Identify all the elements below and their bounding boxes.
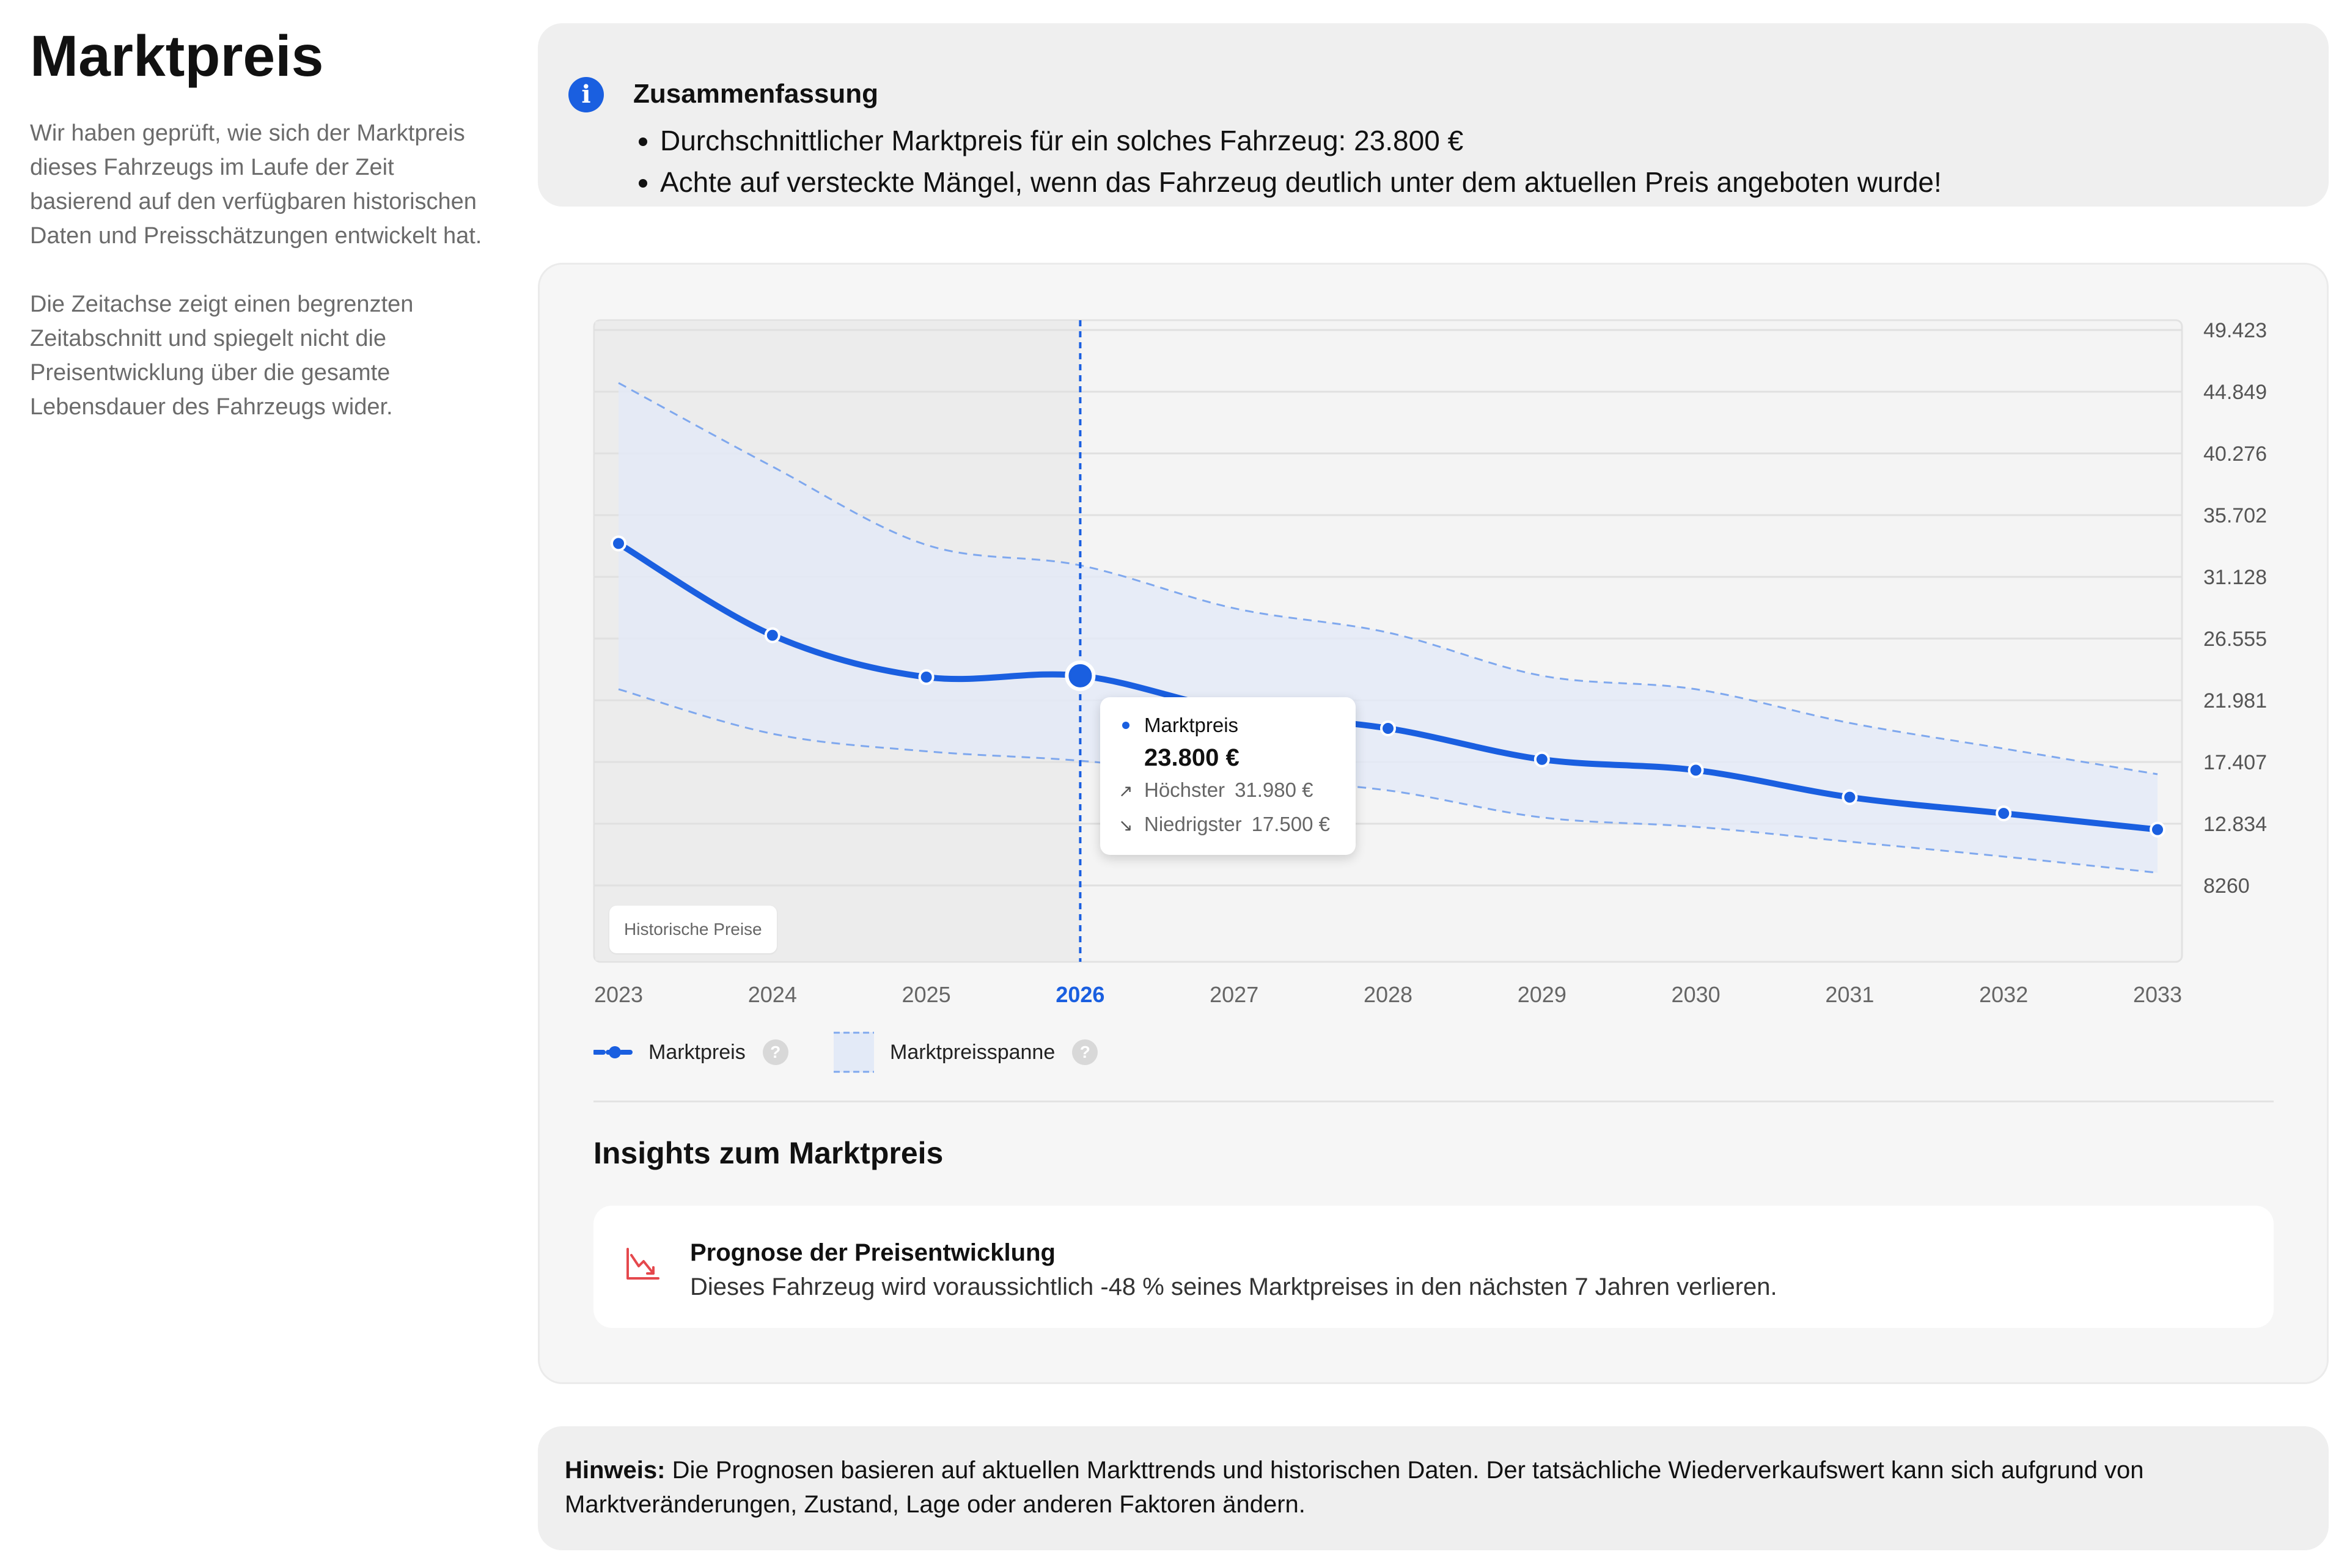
insights-title: Insights zum Marktpreis — [593, 1136, 944, 1170]
summary-title: Zusammenfassung — [633, 79, 878, 109]
x-tick-label: 2024 — [748, 982, 797, 1007]
x-tick-label: 2025 — [902, 982, 951, 1007]
y-tick-label: 21.981 — [2203, 689, 2267, 713]
y-tick-label: 44.849 — [2203, 381, 2267, 404]
x-tick-label: 2030 — [1672, 982, 1721, 1007]
y-tick-label: 17.407 — [2203, 751, 2267, 774]
tooltip-high-label: Höchster — [1144, 779, 1225, 801]
data-point — [1688, 762, 1704, 779]
y-tick-label: 8260 — [2203, 874, 2250, 898]
legend-label: Marktpreisspanne — [890, 1040, 1056, 1064]
intro-column: Marktpreis Wir haben geprüft, wie sich d… — [30, 21, 482, 458]
y-tick-label: 49.423 — [2203, 319, 2267, 342]
y-tick-label: 40.276 — [2203, 442, 2267, 466]
insight-card: Prognose der Preisentwicklung Dieses Fah… — [593, 1206, 2274, 1328]
y-tick-label: 35.702 — [2203, 504, 2267, 527]
insight-title: Prognose der Preisentwicklung — [690, 1239, 1056, 1266]
data-point — [1533, 751, 1550, 768]
x-tick-label: 2027 — [1210, 982, 1258, 1007]
active-data-point — [1065, 660, 1096, 691]
summary-box: i Zusammenfassung Durchschnittlicher Mar… — [538, 23, 2329, 207]
chart-tooltip: Marktpreis 23.800 € ↗ Höchster 31.980 € ↘ N… — [1100, 697, 1356, 855]
arrow-up-right-icon: ↗ — [1118, 781, 1133, 801]
data-point — [764, 627, 780, 643]
description-paragraph: Wir haben geprüft, wie sich der Marktpre… — [30, 120, 482, 249]
summary-list: Durchschnittlicher Marktpreis für ein so… — [623, 120, 1942, 203]
tooltip-low-label: Niedrigster — [1144, 813, 1242, 835]
note-box: Hinweis: Die Prognosen basieren auf aktu… — [538, 1426, 2329, 1550]
x-tick-label: 2032 — [1979, 982, 2028, 1007]
data-point — [918, 669, 935, 686]
x-tick-label: 2026 — [1056, 982, 1104, 1007]
summary-item: Durchschnittlicher Marktpreis für ein so… — [660, 120, 1942, 161]
historical-prices-badge: Historische Preise — [609, 906, 777, 953]
legend-band-icon — [834, 1031, 874, 1073]
summary-item: Achte auf versteckte Mängel, wenn das Fa… — [660, 161, 1942, 203]
help-icon[interactable]: ? — [762, 1039, 788, 1065]
page-description: Wir haben geprüft, wie sich der Marktpre… — [30, 116, 482, 424]
legend-line-icon — [593, 1046, 636, 1058]
y-tick-label: 26.555 — [2203, 628, 2267, 651]
x-tick-label: 2033 — [2133, 982, 2182, 1007]
y-tick-label: 12.834 — [2203, 813, 2267, 836]
data-point — [2150, 821, 2165, 838]
arrow-down-right-icon: ↘ — [1118, 815, 1133, 835]
tooltip-label: Marktpreis — [1144, 714, 1239, 736]
data-point — [1380, 720, 1396, 736]
data-point — [1842, 789, 1858, 805]
legend-item-marktpreis: Marktpreis ? — [593, 1034, 788, 1071]
page-title: Marktpreis — [30, 24, 324, 89]
x-tick-label: 2028 — [1364, 982, 1412, 1007]
legend-item-marktpreisspanne: Marktpreisspanne ? — [832, 1031, 1098, 1073]
tooltip-dot-icon — [1122, 722, 1129, 729]
x-tick-label: 2029 — [1518, 982, 1567, 1007]
info-icon: i — [568, 77, 604, 112]
section-divider — [593, 1101, 2274, 1102]
data-point — [611, 535, 626, 552]
x-tick-label: 2023 — [594, 982, 643, 1007]
tooltip-low-value: 17.500 € — [1251, 813, 1331, 835]
x-tick-label: 2031 — [1825, 982, 1874, 1007]
y-tick-label: 31.128 — [2203, 566, 2267, 589]
chart-down-icon — [626, 1248, 659, 1280]
legend-label: Marktpreis — [648, 1040, 746, 1064]
price-range-band — [619, 383, 2158, 873]
insight-text: Dieses Fahrzeug wird voraussichtlich -48… — [690, 1273, 1777, 1300]
tooltip-high-row: ↗ Höchster 31.980 € — [1118, 777, 1313, 805]
note-text: Die Prognosen basieren auf aktuellen Mar… — [565, 1457, 2144, 1518]
description-paragraph: Die Zeitachse zeigt einen begrenzten Zei… — [30, 291, 414, 420]
note-label: Hinweis: — [565, 1457, 666, 1484]
help-icon[interactable]: ? — [1072, 1039, 1098, 1065]
tooltip-value: 23.800 € — [1144, 744, 1240, 771]
tooltip-low-row: ↘ Niedrigster 17.500 € — [1118, 811, 1330, 839]
data-point — [1996, 805, 2012, 822]
price-range-lower-line — [618, 688, 2158, 874]
tooltip-high-value: 31.980 € — [1235, 779, 1313, 801]
